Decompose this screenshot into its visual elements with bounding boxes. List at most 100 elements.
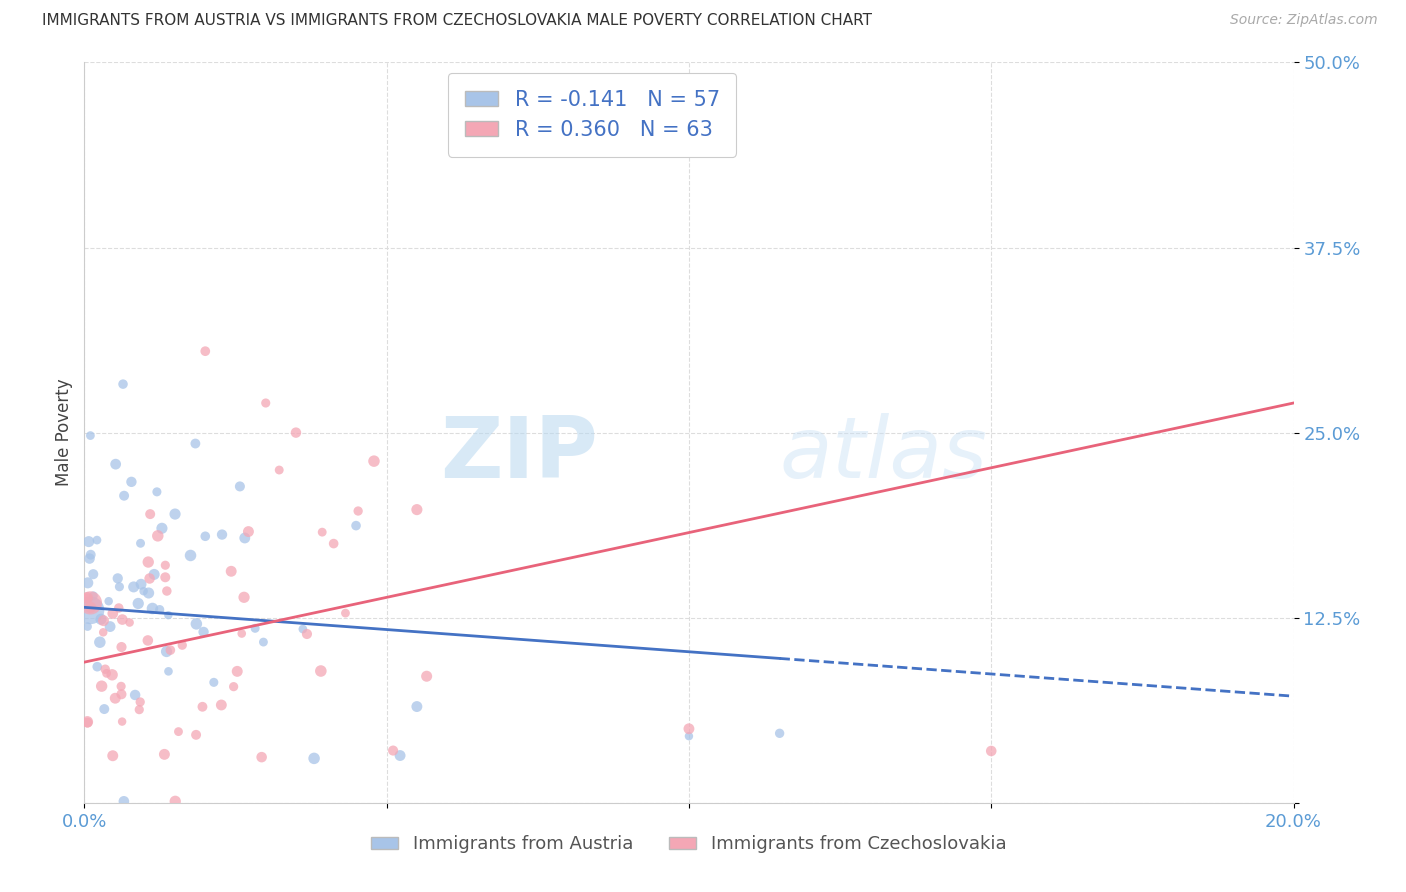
Point [89, 635, 111, 649]
Point [229, 479, 252, 493]
Point [111, 377, 134, 392]
Point [309, 664, 332, 678]
Point [678, 729, 700, 743]
Point [110, 679, 132, 693]
Point [79, 596, 101, 610]
Point [155, 558, 177, 573]
Point [382, 743, 405, 757]
Point [82, 589, 104, 603]
Point [97, 594, 120, 608]
Point [406, 699, 429, 714]
Point [219, 564, 242, 578]
Point [76, 715, 98, 730]
Point [335, 606, 357, 620]
Point [172, 638, 194, 652]
Point [90, 679, 112, 693]
Y-axis label: Male Poverty: Male Poverty [55, 379, 73, 486]
Point [157, 608, 180, 623]
Point [124, 688, 146, 702]
Point [180, 549, 202, 563]
Point [222, 680, 245, 694]
Point [104, 691, 127, 706]
Point [76, 714, 98, 729]
Point [150, 521, 173, 535]
Point [76, 619, 98, 633]
Point [79, 603, 101, 617]
Point [415, 669, 437, 683]
Point [128, 703, 150, 717]
Point [363, 454, 385, 468]
Point [233, 531, 256, 545]
Point [101, 668, 124, 682]
Point [980, 744, 1002, 758]
Point [233, 591, 256, 605]
Point [93, 614, 115, 628]
Point [129, 577, 152, 591]
Point [132, 584, 155, 599]
Point [344, 518, 367, 533]
Point [322, 536, 344, 550]
Point [79, 428, 101, 442]
Point [769, 726, 792, 740]
Point [252, 635, 274, 649]
Point [129, 536, 152, 550]
Point [194, 529, 217, 543]
Point [285, 425, 308, 440]
Text: IMMIGRANTS FROM AUSTRIA VS IMMIGRANTS FROM CZECHOSLOVAKIA MALE POVERTY CORRELATI: IMMIGRANTS FROM AUSTRIA VS IMMIGRANTS FR… [42, 13, 872, 29]
Point [243, 621, 266, 635]
Point [250, 750, 273, 764]
Point [111, 613, 134, 627]
Point [86, 533, 108, 547]
Point [108, 580, 131, 594]
Point [184, 728, 207, 742]
Point [79, 551, 101, 566]
Point [226, 665, 249, 679]
Point [112, 489, 135, 503]
Point [186, 616, 208, 631]
Point [127, 597, 149, 611]
Point [112, 794, 135, 808]
Point [406, 502, 429, 516]
Point [139, 507, 162, 521]
Point [146, 529, 169, 543]
Text: Source: ZipAtlas.com: Source: ZipAtlas.com [1230, 13, 1378, 28]
Text: atlas: atlas [780, 413, 987, 496]
Point [143, 567, 166, 582]
Point [156, 584, 179, 599]
Point [107, 601, 129, 615]
Point [202, 675, 225, 690]
Point [155, 644, 177, 658]
Point [311, 525, 333, 540]
Point [120, 475, 142, 489]
Point [104, 457, 127, 471]
Point [136, 633, 159, 648]
Point [184, 436, 207, 450]
Point [77, 534, 100, 549]
Point [141, 601, 163, 615]
Point [165, 794, 187, 808]
Point [193, 624, 215, 639]
Point [118, 615, 141, 630]
Point [122, 580, 145, 594]
Point [295, 627, 318, 641]
Point [347, 504, 370, 518]
Point [90, 612, 112, 626]
Point [76, 591, 98, 605]
Point [146, 484, 169, 499]
Point [129, 695, 152, 709]
Point [94, 662, 117, 676]
Point [211, 527, 233, 541]
Text: ZIP: ZIP [440, 413, 599, 496]
Point [165, 507, 187, 521]
Point [302, 751, 325, 765]
Point [76, 591, 98, 606]
Point [111, 714, 134, 729]
Point [191, 699, 214, 714]
Point [291, 622, 314, 636]
Point [231, 626, 253, 640]
Point [238, 524, 260, 539]
Point [138, 586, 160, 600]
Point [96, 666, 118, 681]
Point [209, 698, 232, 712]
Point [157, 665, 180, 679]
